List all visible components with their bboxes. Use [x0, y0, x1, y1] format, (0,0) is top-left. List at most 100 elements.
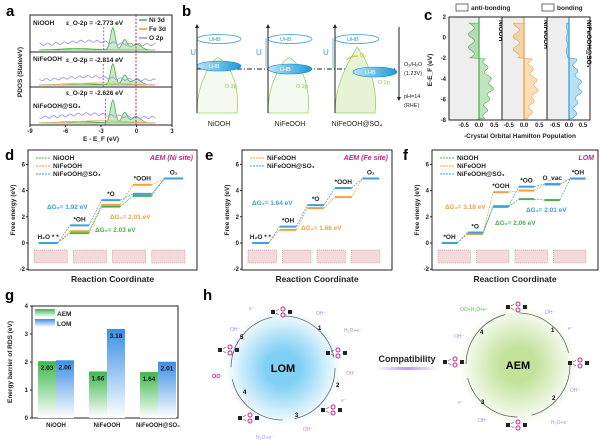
mechanism-title: AEM (Fe site) — [343, 155, 389, 162]
panel-c-cohp: NiOOH -0.5 0.0 0.5 NiFeOOH -0.5 0.0 0.5 NiFeOOH@… — [427, 3, 592, 140]
o2p-label: O 2p — [225, 84, 237, 90]
o2p-curve — [39, 112, 156, 120]
metal-site-icon — [338, 408, 342, 412]
compound-label: NiFeOOH — [275, 121, 306, 128]
o2p-band — [334, 46, 377, 114]
delta-g-annotation: ΔG₂= 3.18 eV — [445, 204, 486, 211]
y-tick-label: -2 — [20, 267, 26, 273]
step-label: *OH — [443, 234, 456, 241]
energy-connector — [534, 184, 545, 191]
hydroxide-label: OH⁻ — [346, 371, 357, 377]
lom-label: LOM — [271, 363, 295, 375]
o2p-center-label: ε_O-2p = -2.814 eV — [66, 57, 124, 64]
bar-value-label: 2.01 — [161, 366, 174, 373]
legend-o2p: O 2p — [149, 35, 163, 42]
x-tick-label: -9 — [27, 129, 33, 135]
ph-label: (RHE) — [404, 103, 419, 109]
ref-label: (1.23V) — [404, 71, 422, 77]
o2p-label: O 2p — [296, 84, 308, 90]
metal-site-icon — [235, 348, 239, 352]
step-label: O_vac — [542, 175, 562, 182]
energy-connector — [120, 184, 134, 206]
y-tick-label: 4 — [236, 189, 240, 195]
oxygen-atom — [280, 306, 286, 312]
product-label: H₂O+e⁻ — [344, 328, 362, 334]
energy-connector — [88, 206, 102, 234]
axis-arrow-icon — [266, 24, 270, 28]
x-tick-label: -0.5 — [458, 123, 469, 129]
hydroxide-label: OH⁻ — [230, 327, 241, 333]
x-tick-label: -6 — [63, 129, 69, 135]
product-label: H₂O+e⁻ — [256, 435, 274, 441]
step-label: *OH — [572, 170, 585, 177]
metal-site-icon — [321, 408, 325, 412]
metal-site-icon — [510, 303, 515, 311]
metal-site-icon — [222, 346, 227, 354]
legend-entry: NiFeOOH — [457, 163, 486, 170]
lom-cycle-arrows — [230, 315, 336, 421]
y-tick-label: -2 — [234, 267, 240, 273]
panel-label-b: b — [182, 3, 191, 20]
energy-connector — [559, 178, 571, 201]
energy-connector — [534, 183, 545, 188]
step-label: *OOH — [134, 176, 152, 183]
bar-value-label: 1.66 — [92, 376, 105, 383]
delta-g-annotation: ΔG₂= 2.03 eV — [95, 227, 136, 234]
oxygen-atom — [335, 347, 341, 353]
electron-label: e⁻ — [568, 326, 574, 332]
ni3d-curve — [38, 26, 156, 51]
energy-connector — [456, 232, 468, 244]
step-label: *O — [471, 224, 479, 231]
energy-connector — [151, 178, 165, 195]
energy-connector — [559, 178, 571, 185]
ni3d-curve — [38, 63, 156, 86]
step-label: H₂O * * — [250, 234, 272, 241]
mechanism-title: AEM (Ni site) — [149, 155, 194, 162]
y-axis-label: E-E_F (eV) — [427, 54, 434, 87]
bar-value-label: 2.06 — [59, 364, 72, 371]
electron-label: e⁻ — [341, 398, 347, 404]
fe3d-curve — [39, 120, 156, 124]
metal-site-icon — [288, 310, 292, 314]
step-number: 4 — [243, 390, 247, 396]
y-tick-label: 2 — [22, 215, 26, 221]
oxygen-atom — [227, 350, 233, 356]
y-tick-label: 0 — [22, 241, 26, 247]
y-tick-label: -6 — [441, 97, 447, 103]
energy-connector — [457, 233, 468, 244]
metal-site-icon — [447, 358, 452, 366]
o2p-band — [196, 57, 239, 114]
lhb-label: LHB — [209, 64, 220, 70]
panel-b-band-schematic: UHB LHB NiOOH O 2p UHB LHB NiFeOOH O 2p U UHB LHB N… — [190, 24, 423, 128]
uhb-label: UHB — [209, 37, 221, 43]
hydroxide-label: OH⁻ — [570, 388, 581, 394]
atomic-structure-image — [437, 249, 471, 264]
aem-label: AEM — [506, 360, 530, 372]
legend-swatch — [35, 309, 55, 317]
metal-site-icon — [325, 406, 330, 414]
y-tick-label: 6 — [22, 162, 26, 168]
antibonding-region — [502, 17, 524, 120]
energy-connector — [508, 190, 519, 193]
x-tick-label: NiOOH — [46, 423, 66, 429]
legend-fe3d: Fe 3d — [149, 26, 166, 33]
y-tick-label: 4 — [25, 304, 29, 310]
bar-lom-0 — [56, 360, 74, 418]
oxygen-atom — [577, 357, 583, 363]
uhb-label: UHB — [280, 37, 292, 43]
hydroxide-label: OH⁻ — [478, 418, 489, 424]
x-tick-label: 0.0 — [475, 123, 484, 129]
y-tick-label: 2 — [236, 215, 240, 221]
y-tick-label: 2 — [426, 215, 430, 221]
energy-connector — [351, 178, 363, 189]
legend-antibonding: anti-bonding — [471, 5, 510, 12]
metal-site-icon — [330, 349, 335, 357]
step-number: 3 — [481, 400, 485, 406]
energy-connector — [534, 198, 545, 201]
metal-site-icon — [523, 305, 527, 309]
metal-site-icon — [255, 416, 259, 420]
energy-connector — [508, 186, 520, 207]
step-label: *OO — [520, 178, 533, 185]
hydroxide-label: OH⁻ — [545, 310, 556, 316]
